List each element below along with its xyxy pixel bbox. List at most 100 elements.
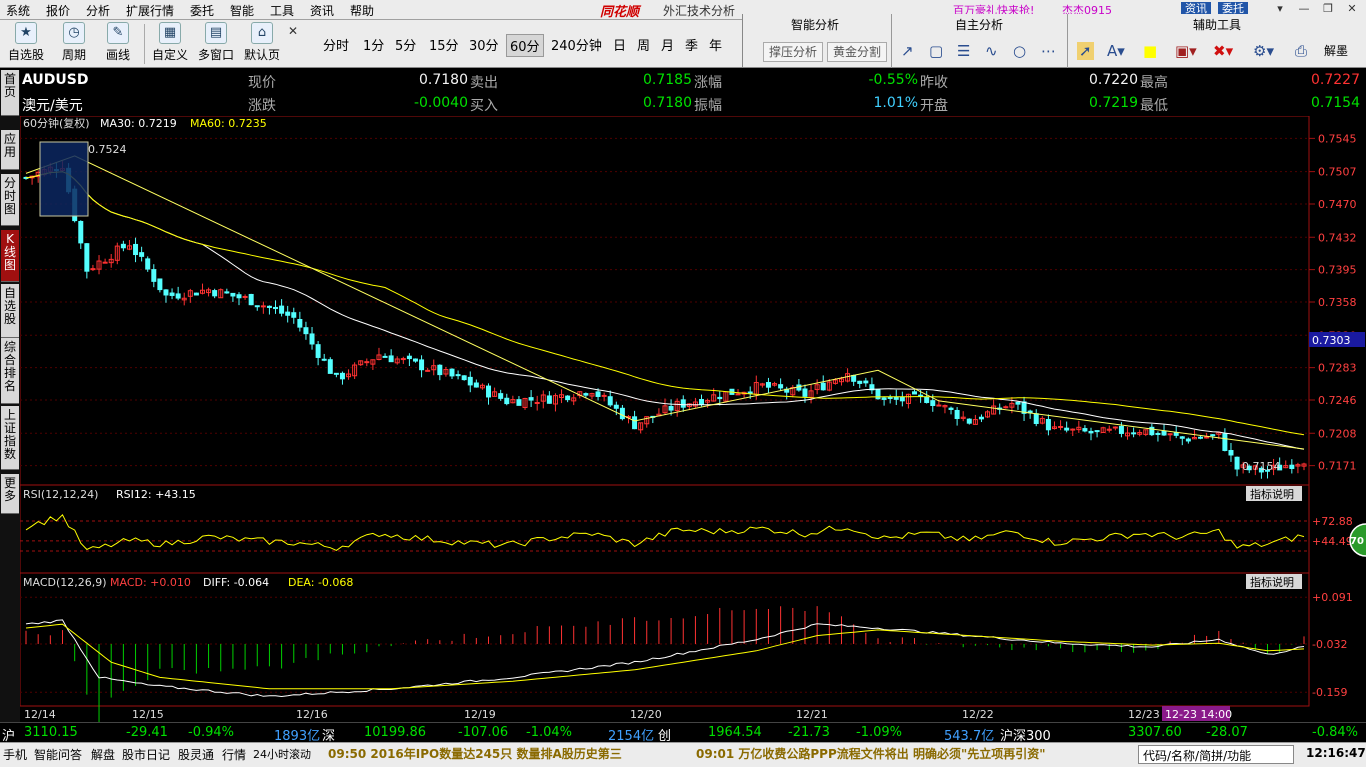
- brand-logo: 同花顺: [600, 5, 640, 20]
- footer-tab-mobile[interactable]: 手机: [3, 748, 28, 762]
- rectangle-tool-icon[interactable]: ▢: [929, 42, 944, 60]
- circle-tool-icon[interactable]: ○: [1013, 42, 1027, 60]
- period-tab-week[interactable]: 周: [637, 39, 651, 54]
- settings-icon[interactable]: ⚙▾: [1253, 42, 1274, 60]
- period-tab-day[interactable]: 日: [613, 39, 627, 54]
- candle-body: [1137, 432, 1143, 435]
- export-icon[interactable]: ⎙: [1295, 42, 1308, 60]
- period-button[interactable]: ◷ 周期: [54, 22, 94, 63]
- candle-body: [1149, 426, 1155, 436]
- candle-body: [711, 394, 717, 402]
- rsi-badge[interactable]: [1349, 523, 1366, 557]
- candle-body: [1033, 413, 1039, 424]
- menu-item-system[interactable]: 系统: [6, 4, 31, 18]
- support-resistance-button[interactable]: 撑压分析: [763, 42, 824, 62]
- dropdown-icon[interactable]: ▾: [1277, 2, 1283, 15]
- news-ticker-2[interactable]: 09:01 万亿收费公路PPP流程文件将出 明确必须"先立项再引资": [696, 747, 1046, 761]
- candle-body: [1015, 401, 1021, 405]
- line-tool-icon[interactable]: ↗: [901, 42, 914, 60]
- menu-item-extended[interactable]: 扩展行情: [126, 4, 175, 18]
- candle-body: [1179, 436, 1185, 439]
- customize-button[interactable]: ▦ 自定义: [150, 22, 190, 63]
- kline-chart[interactable]: 0.7545 0.7507 0.7470 0.7432 0.7395 0.7358 0.73…: [20, 116, 1366, 722]
- unlock-button[interactable]: 解墨: [1324, 44, 1349, 58]
- default-page-button[interactable]: ⌂ 默认页: [242, 22, 282, 63]
- color-fill-icon[interactable]: ■: [1143, 42, 1158, 60]
- menu-item-trade[interactable]: 委托: [190, 4, 215, 18]
- channel-tool-icon[interactable]: ☰: [957, 42, 971, 60]
- footer-tab-smart-qa[interactable]: 智能问答: [34, 748, 83, 762]
- quote-value: 0.7227: [1311, 72, 1360, 88]
- period-tab-month[interactable]: 月: [661, 39, 675, 54]
- clock-icon: ◷: [63, 22, 85, 44]
- minimize-icon[interactable]: —: [1298, 2, 1310, 15]
- draw-line-button[interactable]: ✎ 画线: [98, 22, 138, 63]
- promo-link[interactable]: 百万豪礼快来抢!: [953, 4, 1035, 17]
- maximize-icon[interactable]: ❐: [1323, 2, 1333, 15]
- menu-item-tools[interactable]: 工具: [270, 4, 295, 18]
- menu-item-quote[interactable]: 报价: [46, 4, 71, 18]
- cursor-tool-icon[interactable]: ➚: [1077, 42, 1094, 60]
- candle-body: [443, 369, 449, 375]
- candle-body: [364, 361, 370, 364]
- period-tab-5min[interactable]: 5分: [395, 39, 417, 54]
- wave-tool-icon[interactable]: ∿: [985, 42, 998, 60]
- sidebar-item-sh-index[interactable]: 上证指数: [1, 406, 19, 470]
- footer-tab-diary[interactable]: 股市日记: [122, 748, 171, 762]
- footer-tab-rolling-news[interactable]: 24小时滚动: [253, 748, 311, 761]
- footer-tab-market[interactable]: 行情: [222, 748, 247, 762]
- period-tab-240min[interactable]: 240分钟: [551, 39, 602, 54]
- x-tick-label: 12/19: [464, 708, 496, 721]
- selection-box[interactable]: [39, 141, 89, 217]
- sidebar-item-more[interactable]: 更多: [1, 474, 19, 514]
- menu-item-help[interactable]: 帮助: [350, 4, 375, 18]
- rsi-indicator-help-button[interactable]: [1246, 486, 1302, 501]
- trade-chip-button[interactable]: 委托: [1218, 2, 1248, 16]
- candle-body: [717, 396, 723, 400]
- footer-tab-stock-genie[interactable]: 股灵通: [178, 748, 215, 762]
- period-tab-15min[interactable]: 15分: [429, 39, 459, 54]
- menu-item-analysis[interactable]: 分析: [86, 4, 111, 18]
- multi-window-button[interactable]: ▤ 多窗口: [196, 22, 236, 63]
- period-tab-1min[interactable]: 1分: [363, 39, 385, 54]
- news-ticker-1[interactable]: 09:50 2016年IPO数量达245只 数量排A股历史第三: [328, 747, 622, 761]
- more-tools-icon[interactable]: ⋯: [1041, 42, 1056, 60]
- style-tool-icon[interactable]: ▣▾: [1175, 42, 1197, 60]
- code-search-input[interactable]: 代码/名称/简拼/功能: [1138, 745, 1294, 764]
- delete-tool-icon[interactable]: ✖▾: [1213, 42, 1234, 60]
- golden-section-button[interactable]: 黄金分割: [827, 42, 888, 62]
- sidebar-item-apps[interactable]: 应用: [1, 130, 19, 170]
- cy-index[interactable]: 1964.54: [708, 725, 762, 740]
- sidebar-item-ranking[interactable]: 综合排名: [1, 338, 19, 404]
- macd-tick-label: -0.159: [1312, 686, 1347, 699]
- period-tab-30min[interactable]: 30分: [469, 39, 499, 54]
- sidebar-item-home[interactable]: 首页: [1, 70, 19, 116]
- hs300-index[interactable]: 3307.60: [1128, 725, 1182, 740]
- close-period-bar-icon[interactable]: ✕: [288, 24, 299, 38]
- menu-item-smart[interactable]: 智能: [230, 4, 255, 18]
- sidebar-item-watchlist[interactable]: 自选股: [1, 284, 19, 338]
- menu-item-news[interactable]: 资讯: [310, 4, 335, 18]
- sidebar-item-kline[interactable]: K线图: [1, 230, 19, 282]
- text-tool-icon[interactable]: A▾: [1107, 42, 1125, 60]
- user-name[interactable]: 杰杰0915: [1062, 4, 1112, 17]
- period-tab-quarter[interactable]: 季: [685, 39, 699, 54]
- candle-body: [242, 295, 248, 298]
- period-tab-60min[interactable]: 60分: [506, 34, 544, 57]
- watchlist-button[interactable]: ★ 自选股: [6, 22, 46, 63]
- x-tick-label: 12/23: [1128, 708, 1160, 721]
- close-icon[interactable]: ✕: [1347, 2, 1357, 15]
- macd-indicator-help-button[interactable]: [1246, 574, 1302, 589]
- period-tab-year[interactable]: 年: [709, 39, 723, 54]
- candle-body: [680, 399, 686, 408]
- candle-body: [1112, 426, 1118, 429]
- period-tab-timeshare[interactable]: 分时: [323, 39, 350, 54]
- candle-body: [139, 252, 145, 257]
- candle-body: [528, 397, 534, 401]
- news-chip-button[interactable]: 资讯: [1181, 2, 1211, 16]
- footer-tab-commentary[interactable]: 解盘: [91, 748, 116, 762]
- sh-index[interactable]: 3110.15: [24, 725, 78, 740]
- sz-index[interactable]: 10199.86: [364, 725, 427, 740]
- sidebar-item-timeshare[interactable]: 分时图: [1, 174, 19, 226]
- candle-body: [339, 372, 345, 380]
